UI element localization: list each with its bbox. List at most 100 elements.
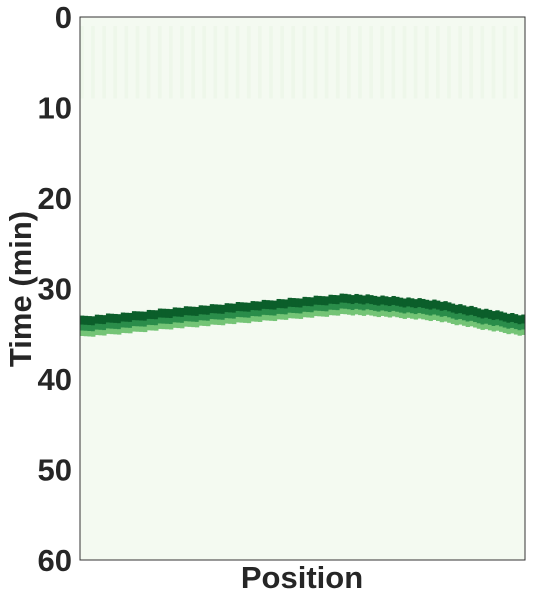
- heat-cell: [339, 308, 344, 314]
- background-streak: [324, 26, 329, 99]
- background-streak: [313, 26, 318, 99]
- heat-cell: [491, 320, 496, 327]
- heat-cell: [124, 321, 129, 329]
- heat-cell: [105, 313, 111, 323]
- heat-cell: [169, 324, 174, 330]
- heat-cell: [80, 330, 85, 336]
- heat-cell: [120, 321, 126, 328]
- heat-cell: [272, 309, 278, 317]
- heat-cell: [332, 294, 337, 305]
- heat-cell: [283, 308, 289, 315]
- background-streak: [458, 26, 462, 99]
- heat-cell: [157, 317, 163, 324]
- heat-cell: [291, 298, 296, 308]
- heat-cell: [287, 306, 292, 314]
- heat-cell: [398, 312, 404, 319]
- heat-cell: [269, 309, 274, 316]
- heat-cell: [261, 308, 267, 316]
- background-streak: [491, 26, 496, 99]
- heat-cell: [480, 324, 485, 330]
- heat-cell: [384, 311, 389, 317]
- heat-cell: [157, 308, 163, 318]
- heat-cell: [135, 320, 140, 327]
- heat-cell: [347, 303, 352, 310]
- heat-cell: [154, 319, 159, 326]
- background-streak: [91, 26, 95, 99]
- heat-cell: [506, 313, 511, 324]
- heat-cell: [484, 317, 489, 325]
- heat-cell: [461, 305, 467, 315]
- background-streak: [358, 26, 362, 99]
- heat-cell: [102, 330, 107, 336]
- heat-cell: [372, 304, 378, 312]
- heat-cell: [217, 313, 222, 321]
- heat-cell: [410, 298, 415, 308]
- heat-cell: [154, 325, 159, 331]
- background-streak: [413, 26, 418, 99]
- heat-cell: [372, 295, 378, 306]
- plot-background: [80, 17, 525, 560]
- heat-cell: [339, 293, 344, 304]
- heat-cell: [358, 294, 363, 305]
- heat-cell: [436, 300, 441, 311]
- heat-cell: [354, 302, 359, 310]
- heat-cell: [521, 314, 525, 324]
- heat-cell: [347, 294, 352, 304]
- background-streak: [180, 26, 184, 99]
- heat-cell: [458, 304, 463, 314]
- heat-cell: [417, 307, 422, 314]
- heat-cell: [413, 299, 419, 309]
- heat-cell: [128, 312, 133, 323]
- heat-cell: [243, 311, 248, 318]
- heat-cell: [350, 295, 356, 305]
- heat-cell: [295, 307, 300, 314]
- heat-cell: [131, 320, 137, 327]
- heat-cell: [250, 310, 255, 317]
- heat-cell: [328, 309, 333, 316]
- heat-cell: [517, 330, 522, 336]
- heat-cell: [428, 315, 433, 322]
- background-streak: [447, 26, 451, 99]
- heat-cell: [335, 310, 341, 316]
- heat-cell: [402, 298, 407, 308]
- heat-cell: [232, 312, 237, 320]
- heat-cell: [450, 303, 456, 314]
- heat-cell: [180, 307, 185, 318]
- heat-cell: [380, 295, 385, 305]
- heat-cell: [391, 310, 396, 317]
- heat-cell: [161, 308, 166, 319]
- heat-cell: [117, 323, 122, 330]
- heat-cell: [228, 318, 233, 324]
- heat-cell: [402, 313, 407, 319]
- heat-cell: [206, 320, 211, 327]
- heat-cell: [487, 309, 493, 320]
- heat-cell: [499, 320, 504, 327]
- heat-cell: [298, 313, 304, 319]
- heat-cell: [443, 310, 448, 317]
- heat-cell: [380, 304, 385, 311]
- heat-cell: [291, 306, 296, 314]
- heat-cell: [276, 313, 281, 320]
- heat-cell: [424, 299, 430, 310]
- heat-cell: [369, 310, 374, 316]
- heat-cell: [376, 311, 381, 318]
- heat-cell: [417, 298, 422, 308]
- heat-cell: [109, 313, 114, 324]
- heat-cell: [317, 295, 322, 306]
- heat-cell: [384, 296, 389, 306]
- heat-cell: [473, 316, 478, 323]
- heat-cell: [120, 312, 126, 322]
- heat-cell: [269, 300, 274, 310]
- heat-cell: [139, 320, 144, 327]
- heat-cell: [424, 308, 430, 316]
- heat-cell: [321, 311, 326, 317]
- heat-cell: [376, 305, 381, 313]
- heat-cell: [428, 309, 433, 317]
- heat-cell: [169, 318, 174, 325]
- heat-cell: [180, 316, 185, 324]
- heat-cell: [328, 303, 333, 311]
- heat-cell: [287, 297, 292, 308]
- background-streak: [291, 26, 296, 99]
- heat-cell: [228, 312, 233, 319]
- heat-cell: [172, 316, 178, 323]
